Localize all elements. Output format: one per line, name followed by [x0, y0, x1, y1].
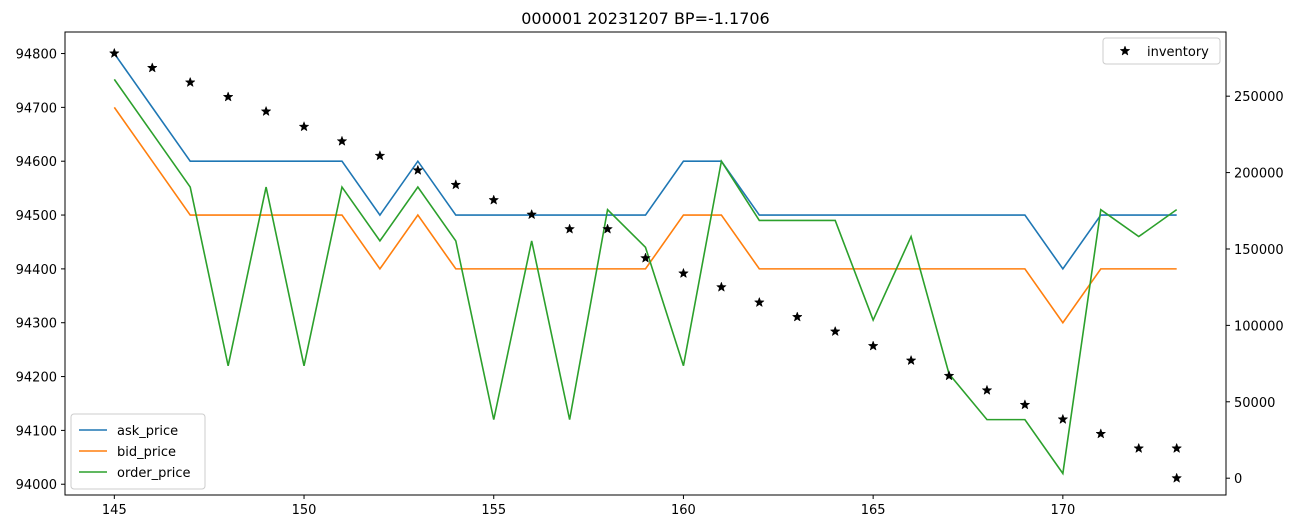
inventory-marker [260, 105, 272, 117]
legend-box [1102, 37, 1221, 65]
legend-box [70, 413, 206, 490]
legend-label: bid_price [117, 445, 176, 460]
y-axis-left: 94000 94100 94200 94300 94400 94500 94600 94700… [16, 48, 65, 493]
y2-tick-label: 200000 [1234, 167, 1284, 182]
inventory-marker [412, 164, 424, 175]
legend-label: ask_price [117, 424, 178, 439]
x-tick-label: 160 [671, 503, 696, 518]
ask-price-line [113, 53, 1177, 271]
plot-area [108, 47, 1183, 483]
inventory-marker [1171, 472, 1183, 483]
x-tick-label: 155 [481, 503, 506, 518]
y2-tick-label: 100000 [1234, 319, 1284, 334]
legend-inventory: inventory [1102, 37, 1221, 65]
y-axis-right: 0 50000 100000 150000 200000 250000 [1226, 90, 1284, 487]
inventory-marker [1019, 399, 1031, 410]
inventory-marker [640, 252, 651, 263]
x-tick-label: 170 [1050, 503, 1075, 518]
bid-price-line [113, 106, 1177, 325]
inventory-marker [336, 135, 348, 146]
inventory-marker [905, 354, 917, 366]
inventory-marker [867, 340, 879, 351]
y-tick-label: 94000 [16, 478, 57, 493]
inventory-marker [564, 223, 576, 234]
y-tick-label: 94200 [16, 371, 57, 386]
inventory-marker [146, 62, 158, 73]
axes-frame [64, 31, 1227, 496]
inventory-marker [753, 296, 765, 308]
y-tick-label: 94800 [16, 48, 57, 63]
y-tick-label: 94300 [16, 317, 57, 332]
y2-tick-label: 50000 [1234, 396, 1275, 411]
inventory-marker [1171, 442, 1183, 454]
y-tick-label: 94100 [16, 424, 57, 439]
inventory-marker [943, 370, 955, 381]
inventory-marker [981, 384, 993, 395]
inventory-marker [526, 208, 538, 220]
y-tick-label: 94700 [16, 101, 57, 116]
inventory-marker [678, 267, 689, 279]
inventory-marker [1057, 413, 1069, 424]
legend-label: order_price [117, 466, 191, 481]
inventory-marker [829, 325, 841, 337]
inventory-marker [108, 47, 120, 59]
y-tick-label: 94600 [16, 155, 57, 170]
inventory-marker [715, 281, 727, 292]
order-price-line [113, 78, 1178, 476]
y2-tick-label: 250000 [1234, 90, 1284, 105]
legend-label: inventory [1147, 45, 1209, 60]
inventory-marker [1133, 442, 1145, 454]
inventory-marker [184, 76, 196, 88]
y2-tick-label: 150000 [1234, 243, 1284, 258]
x-axis: 145 150 155 160 165 170 [102, 495, 1075, 518]
inventory-marker [222, 91, 234, 102]
x-tick-label: 150 [292, 503, 317, 518]
inventory-marker [602, 223, 613, 234]
inventory-marker [450, 179, 462, 190]
x-tick-label: 165 [861, 503, 886, 518]
inventory-marker [488, 194, 500, 205]
inventory-marker [374, 150, 386, 161]
y-tick-label: 94400 [16, 263, 57, 278]
legend-price: ask_price bid_price order_price [70, 413, 206, 490]
y2-tick-label: 0 [1234, 472, 1242, 487]
y-tick-label: 94500 [16, 209, 57, 224]
inventory-marker [298, 121, 310, 132]
chart-title: 000001 20231207 BP=-1.1706 [521, 9, 769, 28]
x-tick-label: 145 [102, 503, 127, 518]
inventory-marker [791, 311, 803, 322]
legend-star-icon [1119, 45, 1131, 56]
inventory-marker [1095, 428, 1107, 439]
